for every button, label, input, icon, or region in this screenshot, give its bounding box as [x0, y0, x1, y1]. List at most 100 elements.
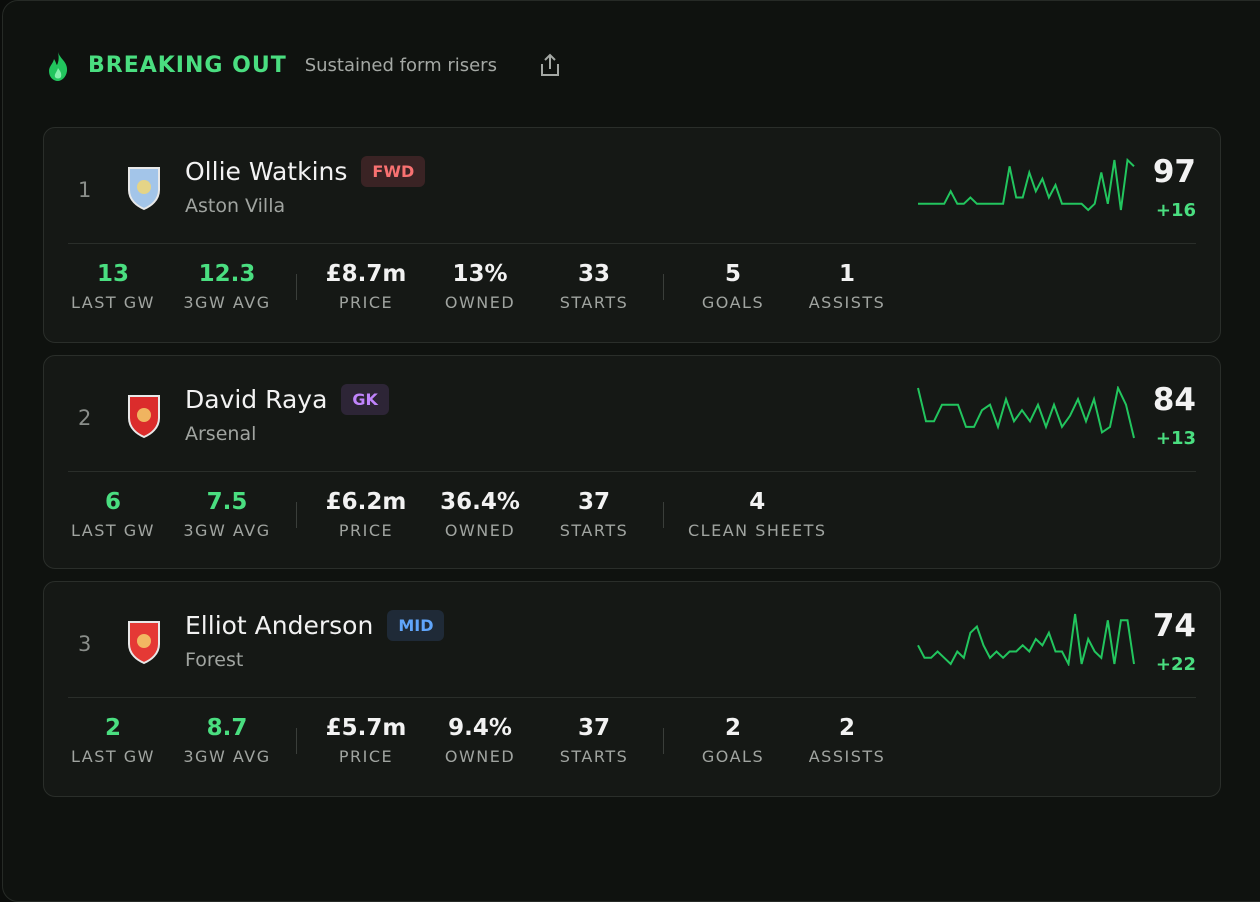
player-name-row: Elliot Anderson MID	[185, 610, 445, 641]
stat-group: £5.7m PRICE 9.4% OWNED 37 STARTS	[321, 715, 639, 766]
stat: 7.5 3GW AVG	[182, 489, 272, 540]
stat-label: ASSISTS	[808, 747, 886, 766]
title: BREAKING OUT	[88, 52, 287, 78]
player-name-row: David Raya GK	[185, 384, 389, 415]
score: 84	[1152, 382, 1196, 418]
stat: 2 GOALS	[688, 715, 778, 766]
stat: 4 CLEAN SHEETS	[688, 489, 827, 540]
stat: 37 STARTS	[549, 715, 639, 766]
team-name: Aston Villa	[185, 195, 286, 217]
stats-row: 13 LAST GW 12.3 3GW AVG £8.7m PRICE 13% OWNED 33…	[68, 261, 892, 312]
position-tag: GK	[341, 384, 389, 415]
position-tag: FWD	[361, 156, 426, 187]
stat-group: 13 LAST GW 12.3 3GW AVG	[68, 261, 272, 312]
stat-group: 2 LAST GW 8.7 3GW AVG	[68, 715, 272, 766]
player-name: David Raya	[185, 385, 328, 414]
stat: 2 LAST GW	[68, 715, 158, 766]
stat-value: 6	[104, 489, 121, 515]
share-button[interactable]	[537, 52, 563, 78]
player-card: 2 David Raya GK Arsenal 84 +13 6 LAST GW 7.5 3GW …	[43, 355, 1221, 569]
stat-value: 13%	[452, 261, 508, 287]
stat: 13 LAST GW	[68, 261, 158, 312]
stat: 8.7 3GW AVG	[182, 715, 272, 766]
stat: 36.4% OWNED	[435, 489, 525, 540]
stat-label: LAST GW	[71, 521, 155, 540]
stat-value: 7.5	[206, 489, 248, 515]
stat-value: 5	[724, 261, 741, 287]
stat-label: ASSISTS	[808, 293, 886, 312]
separator	[663, 501, 664, 528]
stat-label: LAST GW	[71, 293, 155, 312]
stat: £5.7m PRICE	[321, 715, 411, 766]
sparkline-line	[918, 158, 1135, 212]
stat-value: £5.7m	[325, 715, 407, 741]
divider	[68, 697, 1196, 698]
stat-label: STARTS	[559, 293, 629, 312]
divider	[68, 471, 1196, 472]
separator	[663, 273, 664, 300]
sparkline-line	[917, 386, 1135, 439]
separator	[296, 727, 297, 754]
stat-value: 2	[104, 715, 121, 741]
stat: 33 STARTS	[549, 261, 639, 312]
stat-label: PRICE	[338, 521, 394, 540]
score: 74	[1152, 608, 1196, 644]
separator	[296, 273, 297, 300]
stat-label: PRICE	[338, 747, 394, 766]
separator	[296, 501, 297, 528]
stat: 37 STARTS	[549, 489, 639, 540]
stat-value: 4	[749, 489, 766, 515]
sparkline	[917, 613, 1135, 666]
stat-group: 4 CLEAN SHEETS	[688, 489, 827, 540]
rank: 3	[78, 632, 92, 656]
score: 97	[1152, 154, 1196, 190]
separator	[663, 727, 664, 754]
stat-value: 37	[577, 715, 610, 741]
stats-row: 2 LAST GW 8.7 3GW AVG £5.7m PRICE 9.4% OWNED 37 S…	[68, 715, 892, 766]
divider	[68, 243, 1196, 244]
stat: 1 ASSISTS	[802, 261, 892, 312]
score-change: +16	[1155, 200, 1196, 221]
stat: 2 ASSISTS	[802, 715, 892, 766]
stat: 6 LAST GW	[68, 489, 158, 540]
stat-value: 12.3	[198, 261, 256, 287]
stat: 9.4% OWNED	[435, 715, 525, 766]
rank: 1	[78, 178, 92, 202]
stat-label: OWNED	[444, 747, 516, 766]
stat-value: £6.2m	[325, 489, 407, 515]
club-crest	[128, 621, 160, 665]
stat-label: OWNED	[444, 293, 516, 312]
sparkline-line	[917, 613, 1135, 666]
stat-label: CLEAN SHEETS	[688, 521, 827, 540]
subtitle: Sustained form risers	[304, 54, 497, 76]
stat-label: GOALS	[701, 747, 765, 766]
player-name: Ollie Watkins	[185, 157, 348, 186]
score-change: +13	[1155, 428, 1196, 449]
stat-value: 37	[577, 489, 610, 515]
stat-group: 5 GOALS 1 ASSISTS	[688, 261, 892, 312]
stat-label: STARTS	[559, 747, 629, 766]
stat-value: 8.7	[206, 715, 248, 741]
stat-label: OWNED	[444, 521, 516, 540]
stat-value: 2	[724, 715, 741, 741]
stat-label: GOALS	[701, 293, 765, 312]
player-name-row: Ollie Watkins FWD	[185, 156, 426, 187]
stat-value: 36.4%	[440, 489, 520, 515]
stat-value: 13	[96, 261, 129, 287]
stat-group: 2 GOALS 2 ASSISTS	[688, 715, 892, 766]
stat-label: STARTS	[559, 521, 629, 540]
team-name: Arsenal	[185, 423, 257, 445]
stat: £8.7m PRICE	[321, 261, 411, 312]
stat: 5 GOALS	[688, 261, 778, 312]
stat: £6.2m PRICE	[321, 489, 411, 540]
stat-value: 1	[838, 261, 855, 287]
stats-row: 6 LAST GW 7.5 3GW AVG £6.2m PRICE 36.4% OWNED 37…	[68, 489, 827, 540]
stat-group: 6 LAST GW 7.5 3GW AVG	[68, 489, 272, 540]
stat: 12.3 3GW AVG	[182, 261, 272, 312]
stat-group: £6.2m PRICE 36.4% OWNED 37 STARTS	[321, 489, 639, 540]
stat-value: £8.7m	[325, 261, 407, 287]
stat-label: 3GW AVG	[183, 521, 271, 540]
stat-group: £8.7m PRICE 13% OWNED 33 STARTS	[321, 261, 639, 312]
stat-value: 2	[838, 715, 855, 741]
